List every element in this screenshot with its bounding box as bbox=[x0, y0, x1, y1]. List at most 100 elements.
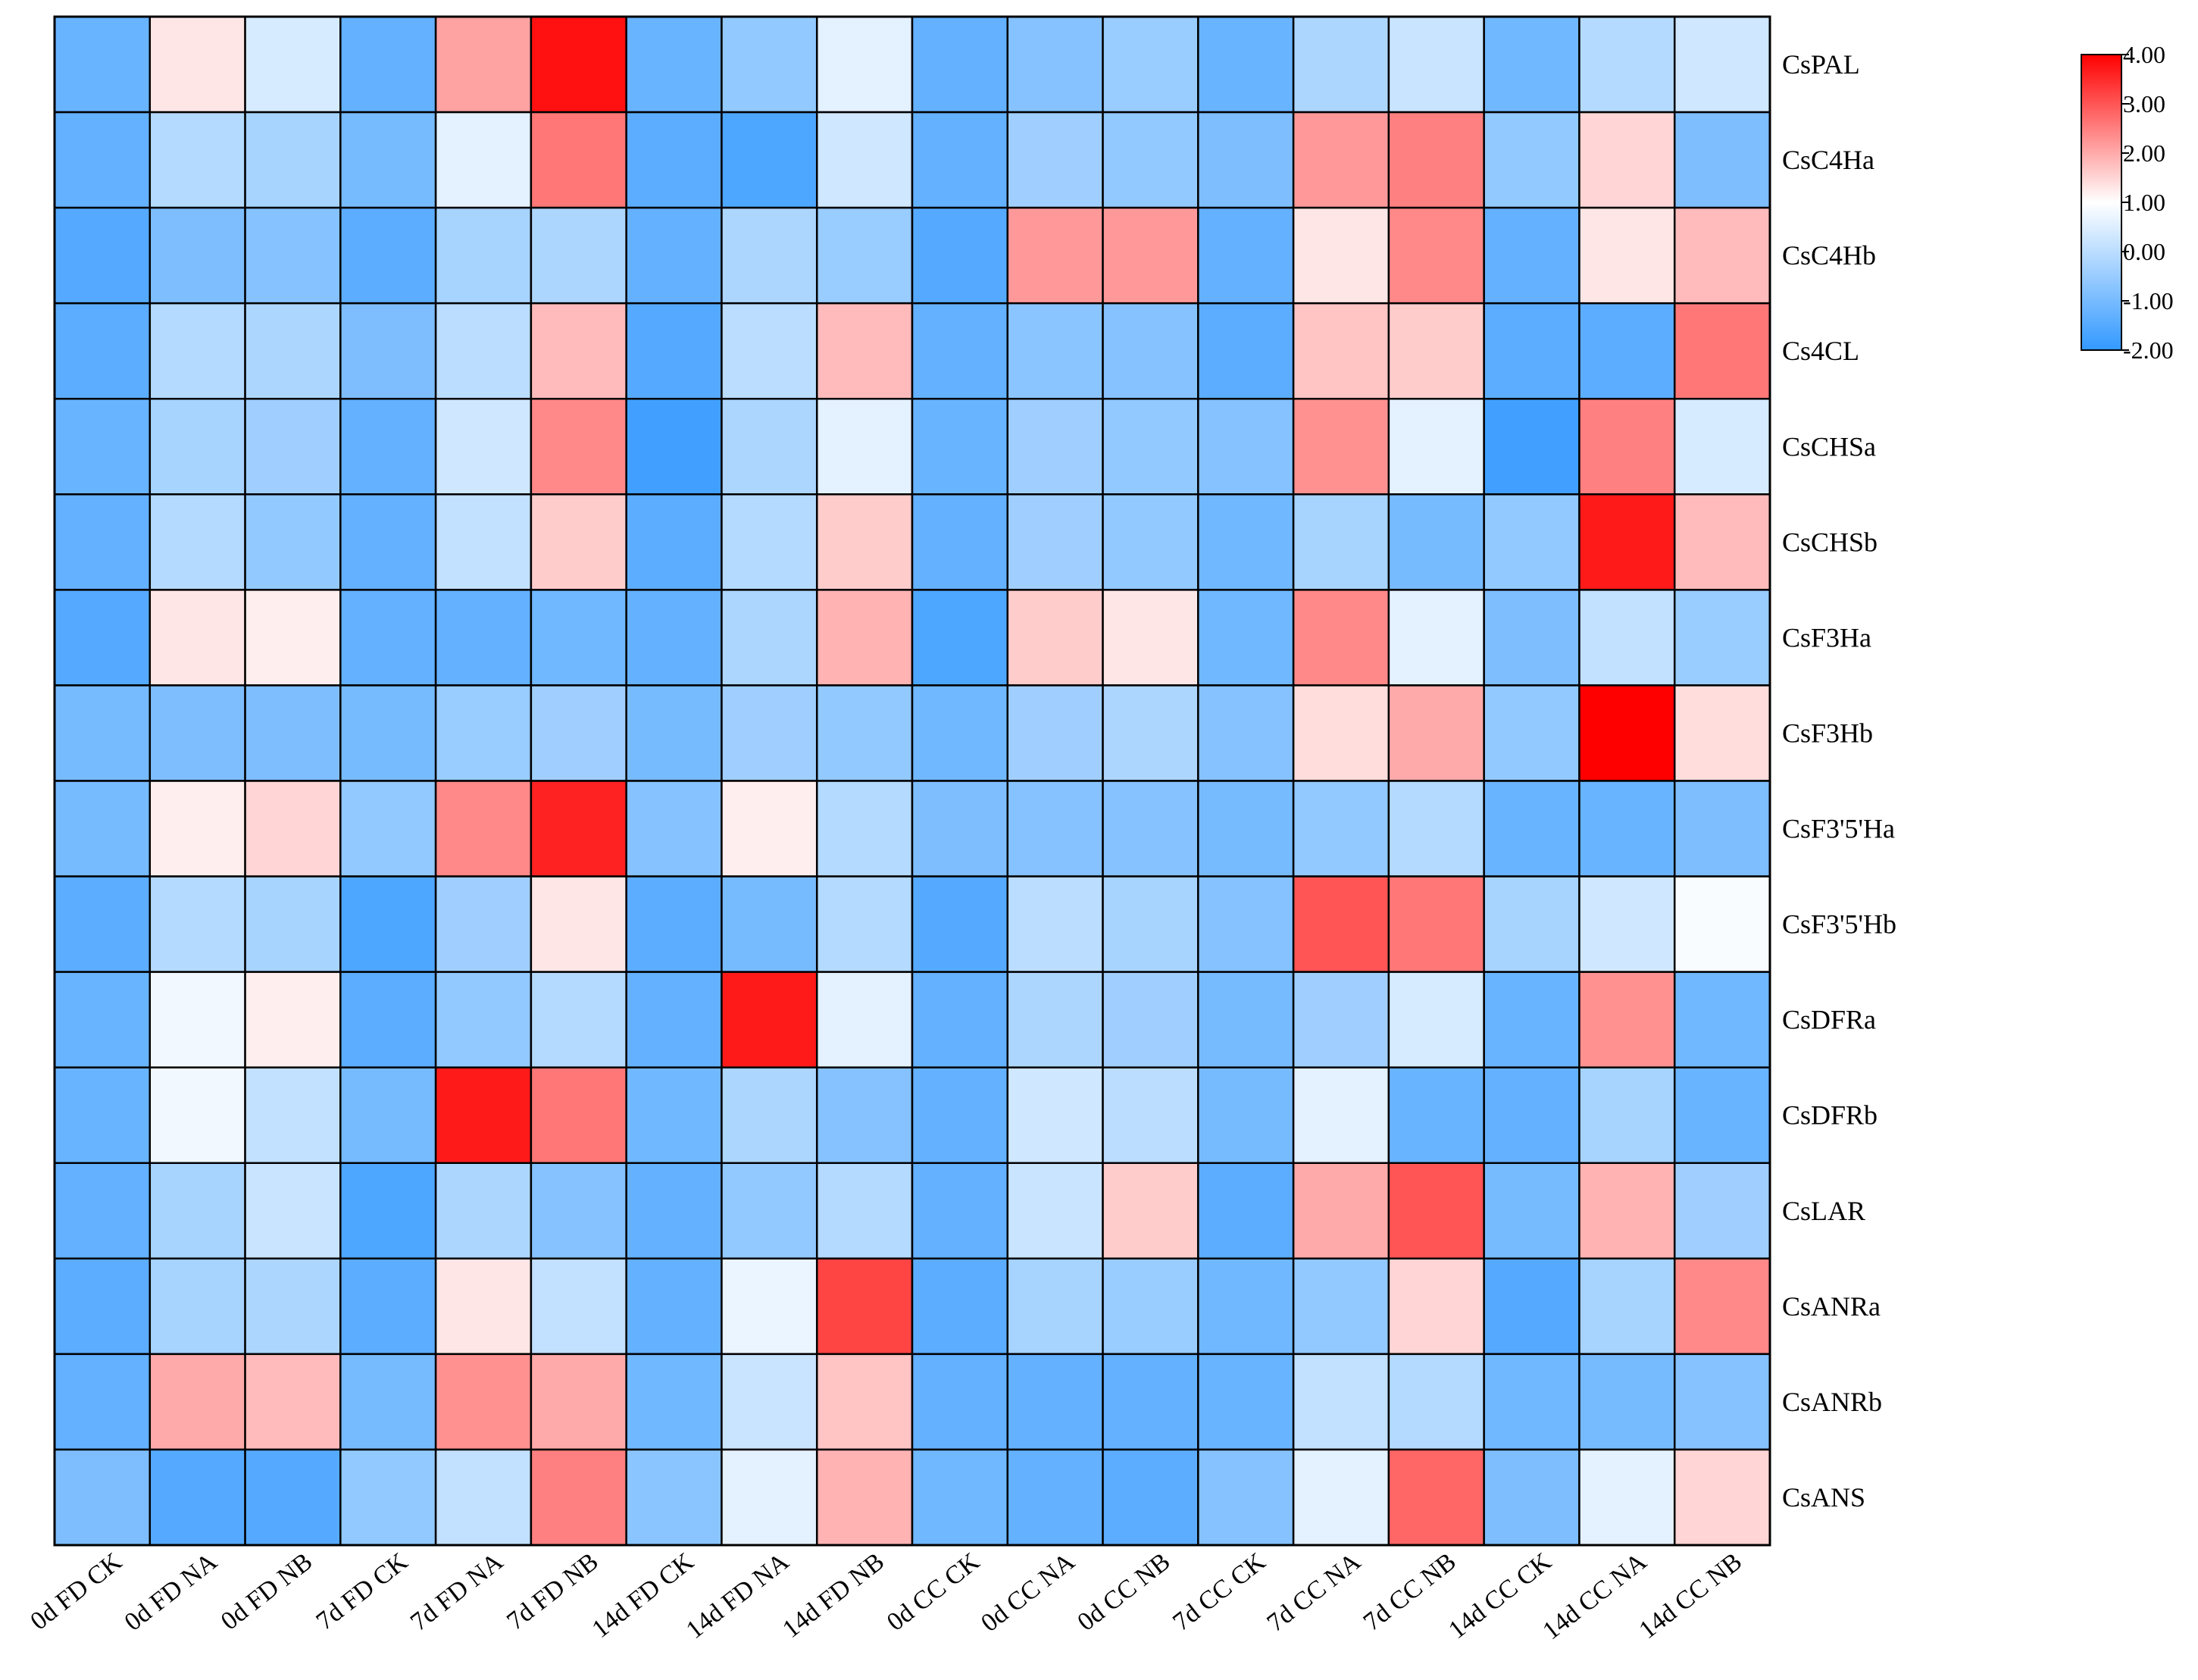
heatmap-cell bbox=[1102, 111, 1199, 209]
heatmap-cell bbox=[244, 589, 342, 687]
heatmap-cell bbox=[911, 875, 1009, 973]
row-label: CsCHSb bbox=[1782, 527, 1878, 557]
heatmap-cell bbox=[434, 1257, 533, 1356]
heatmap-cell bbox=[1673, 15, 1771, 114]
heatmap-cell bbox=[815, 1448, 914, 1547]
heatmap-cell bbox=[625, 589, 723, 687]
heatmap-cell bbox=[1102, 684, 1199, 782]
heatmap-cell bbox=[244, 971, 342, 1068]
heatmap-cell bbox=[530, 971, 627, 1068]
heatmap-cell bbox=[1197, 111, 1295, 209]
heatmap-cell bbox=[244, 1353, 342, 1451]
heatmap-cell bbox=[815, 1162, 914, 1260]
heatmap-cell bbox=[1483, 1066, 1580, 1164]
heatmap-cell bbox=[625, 1353, 723, 1451]
heatmap-cell bbox=[1006, 1257, 1104, 1356]
heatmap-cell bbox=[1387, 971, 1485, 1068]
heatmap-cell bbox=[911, 589, 1009, 687]
heatmap-cell bbox=[1387, 15, 1485, 114]
heatmap-cell bbox=[244, 493, 342, 591]
heatmap-cell bbox=[434, 1162, 533, 1260]
heatmap-cell bbox=[434, 589, 533, 687]
heatmap-cell bbox=[1102, 1066, 1199, 1164]
column-label: 0d CC CK bbox=[882, 1547, 985, 1637]
heatmap-cell bbox=[434, 684, 533, 782]
heatmap-cell bbox=[1483, 1257, 1580, 1356]
heatmap-cell bbox=[1292, 1162, 1390, 1260]
heatmap-cell bbox=[1102, 1353, 1199, 1451]
row-label: Cs4CL bbox=[1782, 336, 1859, 366]
heatmap-cell bbox=[339, 206, 437, 305]
heatmap-cell bbox=[1387, 1257, 1485, 1356]
heatmap-cell bbox=[625, 111, 723, 209]
heatmap-cell bbox=[1673, 206, 1771, 305]
heatmap-cell bbox=[1102, 493, 1199, 591]
heatmap-cell bbox=[53, 493, 152, 591]
heatmap-cell bbox=[434, 111, 533, 209]
column-label: 7d FD NA bbox=[405, 1547, 508, 1637]
heatmap-cell bbox=[1387, 589, 1485, 687]
heatmap-cell bbox=[1483, 971, 1580, 1068]
heatmap-cell bbox=[1483, 875, 1580, 973]
heatmap-cell bbox=[911, 684, 1009, 782]
heatmap-cell bbox=[1483, 1353, 1580, 1451]
column-label: 0d FD CK bbox=[25, 1547, 127, 1636]
row-label: CsF3Hb bbox=[1782, 718, 1873, 748]
heatmap-cell bbox=[1387, 1066, 1485, 1164]
heatmap-cell bbox=[1483, 780, 1580, 878]
column-label: 0d FD NA bbox=[120, 1547, 223, 1637]
heatmap-cell bbox=[244, 206, 342, 305]
heatmap-cell bbox=[339, 493, 437, 591]
heatmap-cell bbox=[1006, 780, 1104, 878]
heatmap-cell bbox=[339, 875, 437, 973]
heatmap-cell bbox=[1197, 1066, 1295, 1164]
heatmap-cell bbox=[149, 971, 246, 1068]
heatmap-cell bbox=[1292, 206, 1390, 305]
heatmap-cell bbox=[1292, 111, 1390, 209]
heatmap-cell bbox=[1292, 875, 1390, 973]
heatmap-cell bbox=[815, 493, 914, 591]
heatmap-cell bbox=[1673, 780, 1771, 878]
heatmap-cell bbox=[1006, 875, 1104, 973]
heatmap-cell bbox=[434, 398, 533, 496]
heatmap-cell bbox=[1483, 1448, 1580, 1547]
column-label: 14d FD CK bbox=[587, 1547, 699, 1644]
heatmap-cell bbox=[625, 1066, 723, 1164]
heatmap-cell bbox=[339, 398, 437, 496]
heatmap-cell bbox=[1197, 684, 1295, 782]
heatmap-cell bbox=[149, 875, 246, 973]
heatmap-cell bbox=[339, 971, 437, 1068]
heatmap-cell bbox=[434, 875, 533, 973]
heatmap-cell bbox=[1006, 1448, 1104, 1547]
heatmap-cell bbox=[53, 589, 152, 687]
heatmap-cell bbox=[911, 780, 1009, 878]
column-label: 7d CC NA bbox=[1262, 1547, 1367, 1638]
heatmap-cell bbox=[53, 111, 152, 209]
row-label: CsPAL bbox=[1782, 49, 1860, 80]
heatmap-cell bbox=[1102, 875, 1199, 973]
heatmap-cell bbox=[625, 302, 723, 400]
heatmap-cell bbox=[625, 206, 723, 305]
heatmap-cell bbox=[1673, 684, 1771, 782]
heatmap-cell bbox=[1006, 589, 1104, 687]
heatmap-cell bbox=[530, 780, 627, 878]
heatmap-cell bbox=[149, 15, 246, 114]
row-label: CsANRb bbox=[1782, 1387, 1882, 1417]
heatmap-cell bbox=[149, 684, 246, 782]
heatmap-cell bbox=[1292, 684, 1390, 782]
heatmap-cell bbox=[339, 111, 437, 209]
heatmap-cell bbox=[53, 684, 152, 782]
heatmap-cell bbox=[53, 1353, 152, 1451]
heatmap-cell bbox=[244, 1257, 342, 1356]
heatmap-cell bbox=[339, 15, 437, 114]
heatmap-cell bbox=[1578, 589, 1676, 687]
plot-frame bbox=[53, 15, 1771, 1547]
heatmap-cell bbox=[911, 1066, 1009, 1164]
colorbar-tick-label: 0.00 bbox=[2123, 238, 2165, 265]
heatmap-cell bbox=[1387, 684, 1485, 782]
heatmap-cell bbox=[1197, 398, 1295, 496]
heatmap-cell bbox=[1102, 1448, 1199, 1547]
heatmap-cell bbox=[815, 398, 914, 496]
heatmap-cell bbox=[530, 684, 627, 782]
